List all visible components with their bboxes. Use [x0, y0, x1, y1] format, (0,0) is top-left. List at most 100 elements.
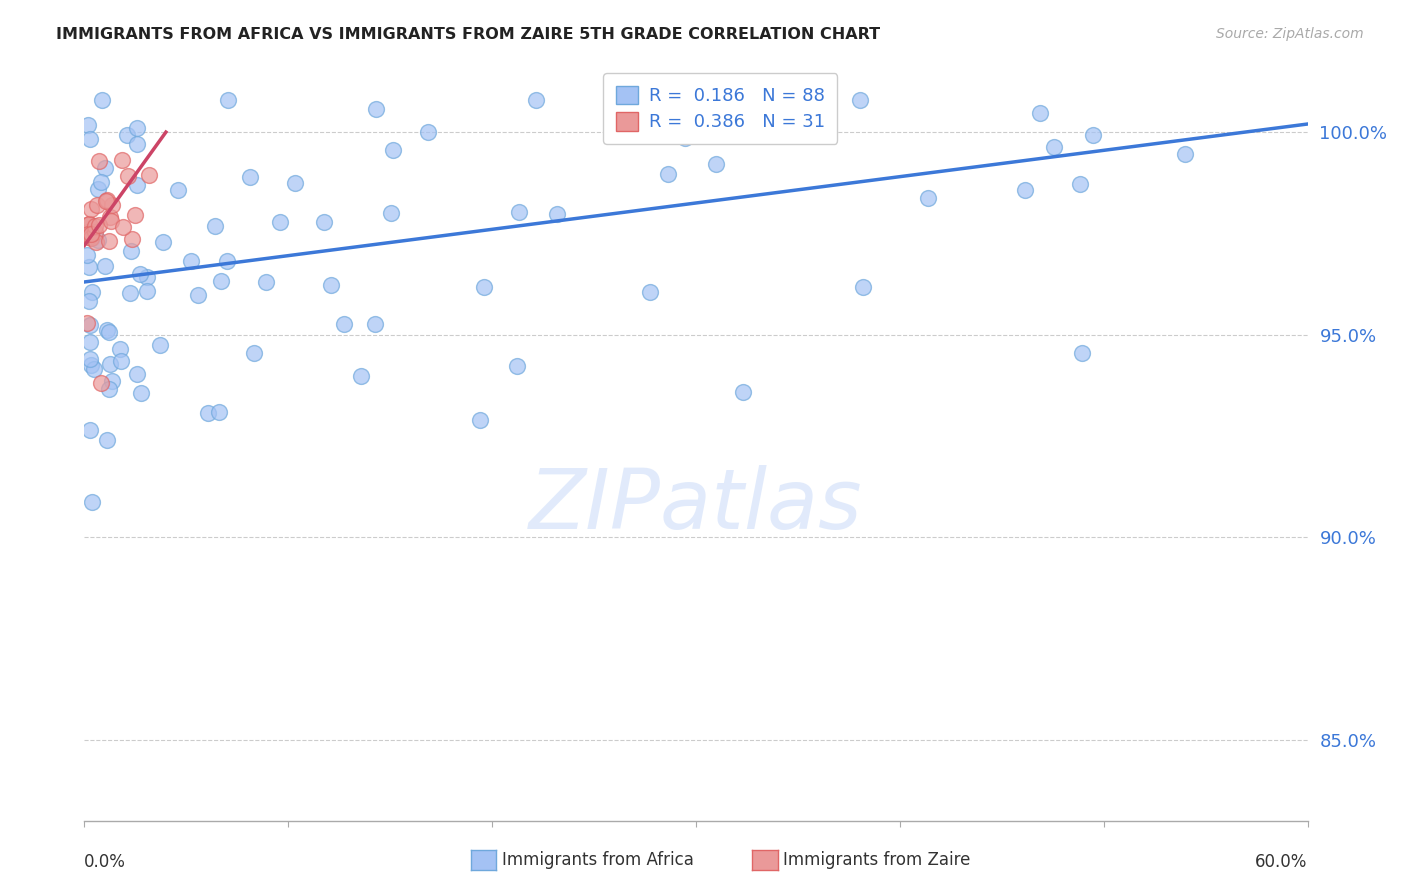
Point	[364, 103, 387, 117]
Point	[77, 118, 100, 132]
Point	[86, 198, 108, 212]
Point	[470, 413, 492, 427]
Point	[733, 384, 755, 399]
Point	[125, 120, 148, 135]
Point	[80, 202, 103, 216]
Text: ZIPatlas: ZIPatlas	[529, 466, 863, 547]
Point	[101, 374, 124, 388]
Point	[98, 326, 121, 340]
Point	[364, 317, 387, 331]
Point	[1081, 128, 1104, 143]
Text: 0.0%: 0.0%	[84, 853, 127, 871]
Point	[111, 153, 134, 167]
Point	[98, 382, 121, 396]
Point	[80, 358, 103, 372]
Point	[77, 260, 100, 275]
Point	[118, 286, 141, 301]
Point	[1069, 178, 1091, 192]
Point	[98, 234, 121, 248]
Point	[747, 93, 769, 107]
Point	[211, 274, 233, 288]
Point	[125, 136, 148, 151]
Point	[79, 423, 101, 437]
Point	[129, 267, 152, 281]
Point	[90, 176, 112, 190]
Point	[79, 334, 101, 349]
Point	[350, 368, 373, 383]
Point	[1070, 346, 1092, 360]
Point	[76, 247, 98, 261]
Point	[1174, 146, 1197, 161]
Point	[79, 132, 101, 146]
Point	[110, 353, 132, 368]
Point	[80, 231, 103, 245]
Point	[152, 235, 174, 249]
Point	[418, 125, 440, 139]
Point	[82, 226, 104, 240]
Point	[79, 230, 101, 244]
Point	[638, 285, 661, 299]
Point	[115, 128, 138, 143]
Point	[125, 368, 148, 382]
Point	[217, 93, 239, 107]
Point	[79, 318, 101, 332]
Point	[100, 198, 122, 212]
Point	[77, 225, 100, 239]
Point	[117, 169, 139, 183]
Point	[852, 280, 875, 294]
Point	[129, 385, 152, 400]
Point	[312, 215, 335, 229]
Point	[167, 183, 190, 197]
Point	[138, 168, 160, 182]
Point	[79, 351, 101, 366]
Point	[849, 93, 872, 107]
Point	[108, 342, 131, 356]
Point	[98, 210, 121, 224]
Point	[76, 317, 98, 331]
Point	[80, 231, 103, 245]
Point	[121, 232, 143, 246]
Point	[269, 215, 291, 229]
Point	[125, 178, 148, 192]
Point	[187, 287, 209, 301]
Point	[657, 167, 679, 181]
Point	[1042, 140, 1064, 154]
Point	[380, 205, 402, 219]
Point	[1029, 106, 1052, 120]
Point	[1014, 183, 1036, 197]
Point	[96, 433, 118, 447]
Point	[204, 219, 226, 233]
Point	[474, 280, 496, 294]
Text: Source: ZipAtlas.com: Source: ZipAtlas.com	[1216, 27, 1364, 41]
Point	[254, 275, 277, 289]
Point	[208, 404, 231, 418]
Point	[136, 270, 159, 285]
Point	[381, 143, 404, 157]
Point	[96, 323, 118, 337]
Point	[83, 225, 105, 239]
Point	[508, 205, 530, 219]
Point	[96, 193, 118, 207]
Point	[90, 376, 112, 391]
Text: 60.0%: 60.0%	[1256, 853, 1308, 871]
Point	[149, 338, 172, 352]
Point	[673, 131, 696, 145]
Point	[94, 161, 117, 175]
Point	[505, 359, 527, 373]
Point	[135, 285, 157, 299]
Text: Immigrants from Africa: Immigrants from Africa	[502, 851, 693, 869]
Point	[197, 405, 219, 419]
Point	[243, 346, 266, 360]
Text: IMMIGRANTS FROM AFRICA VS IMMIGRANTS FROM ZAIRE 5TH GRADE CORRELATION CHART: IMMIGRANTS FROM AFRICA VS IMMIGRANTS FRO…	[56, 27, 880, 42]
Point	[94, 259, 117, 273]
Point	[80, 285, 103, 299]
Point	[84, 219, 107, 233]
Point	[217, 253, 239, 268]
Point	[76, 228, 98, 243]
Point	[90, 93, 112, 107]
Point	[94, 194, 117, 209]
Legend: R =  0.186   N = 88, R =  0.386   N = 31: R = 0.186 N = 88, R = 0.386 N = 31	[603, 73, 838, 145]
Point	[704, 157, 727, 171]
Point	[77, 294, 100, 309]
Point	[98, 357, 121, 371]
